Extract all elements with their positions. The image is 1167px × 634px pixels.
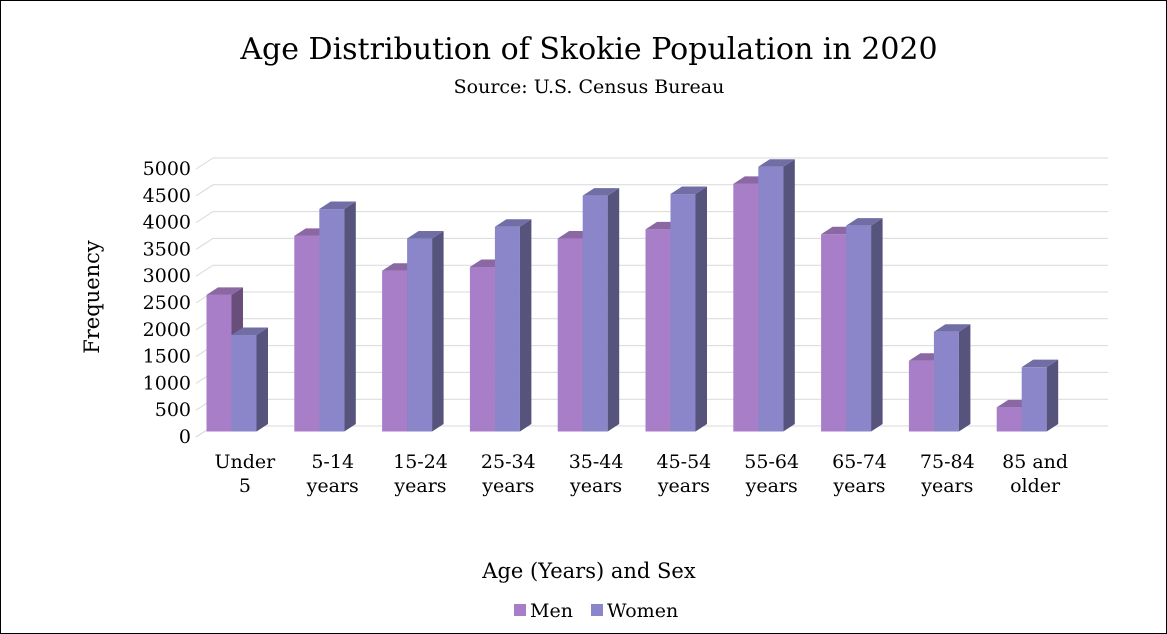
bar-women [670,186,707,432]
y-axis-ticks: 0 500 1000 1500 2000 2500 3000 3500 4000 4500 5000 [143,158,191,448]
legend-swatch-women [591,604,603,616]
chart-title: Age Distribution of Skokie Population in… [239,32,937,67]
bar-front [1021,367,1047,432]
y-tick-label: 2000 [143,319,191,341]
legend: Men Women [514,600,678,622]
bar-side [871,218,883,432]
bar-front [407,238,433,432]
bar-top [494,219,532,227]
bar-top [206,287,243,295]
bar-women [494,219,532,432]
bar-side [1046,359,1059,432]
bar-side [607,188,620,432]
bar-women [407,231,444,432]
bar-side [958,324,971,432]
gridline [195,211,1108,224]
y-tick-label: 3000 [143,265,191,287]
y-tick-label: 1000 [143,372,191,394]
bar-front [645,229,671,432]
bar-front [996,407,1022,432]
bar-front [206,294,232,432]
x-tick-label: 15-24 years [393,451,448,497]
chart-subtitle: Source: U.S. Census Bureau [454,76,725,98]
bar-top [582,188,620,196]
bar-front [319,209,345,432]
bar-front [469,266,495,432]
bar-front [821,234,847,432]
bar-women [582,188,620,432]
bar-women [846,218,883,432]
y-tick-label: 3500 [143,238,191,260]
bar-women [758,159,795,432]
y-tick-label: 4000 [143,212,191,234]
bar-front [231,335,257,432]
legend-label-women: Women [607,600,678,622]
bar-women [933,324,971,432]
y-tick-label: 0 [179,426,191,448]
gridline [195,184,1108,197]
bar-side [783,159,795,432]
y-tick-label: 500 [155,399,191,421]
x-tick-label: 45-54 years [657,451,712,497]
bars [206,159,1059,432]
gridline [195,264,1108,277]
bar-top [231,327,268,336]
bar-front [382,270,408,432]
x-axis-label: Age (Years) and Sex [481,559,696,583]
x-tick-label: 5-14 years [306,451,359,497]
bar-front [582,195,608,432]
bar-top [846,218,883,226]
bar-top [758,159,795,167]
bar-women [319,201,356,432]
bar-side [432,231,444,432]
bar-front [758,166,784,432]
bar-side [695,186,707,432]
y-axis-label: Frequency [80,240,104,354]
x-axis-ticks: Under 5 5-14 years 15-24 years 25-34 years 35-44… [215,451,1069,497]
bar-top [670,186,707,195]
gridline [195,237,1108,250]
x-tick-label: 25-34 years [481,451,536,497]
bar-top [933,324,971,332]
y-tick-label: 5000 [143,158,191,180]
bar-front [933,331,959,432]
bar-front [846,225,872,432]
bar-front [557,238,583,432]
legend-label-men: Men [530,600,573,622]
x-tick-label: 85 and older [1002,451,1068,497]
x-tick-label: Under 5 [215,451,277,497]
bar-front [670,194,696,432]
legend-swatch-men [514,604,526,616]
bar-side [344,201,356,432]
x-tick-label: 75-84 years [920,451,975,497]
y-tick-label: 1500 [143,346,191,368]
bar-side [519,219,532,432]
bar-women [1021,359,1059,432]
x-tick-label: 65-74 years [832,451,887,497]
bar-front [294,235,320,432]
bar-top [1021,359,1059,368]
x-tick-label: 55-64 years [744,451,799,497]
gridline [195,157,1108,170]
bar-side [256,327,268,432]
bar-front [733,183,759,432]
y-tick-label: 4500 [143,185,191,207]
bar-women [231,327,268,432]
bar-top [407,231,444,239]
bar-front [494,226,520,432]
bar-front [908,360,934,432]
x-tick-label: 35-44 years [569,451,624,497]
y-tick-label: 2500 [143,292,191,314]
bar-top [319,201,356,210]
